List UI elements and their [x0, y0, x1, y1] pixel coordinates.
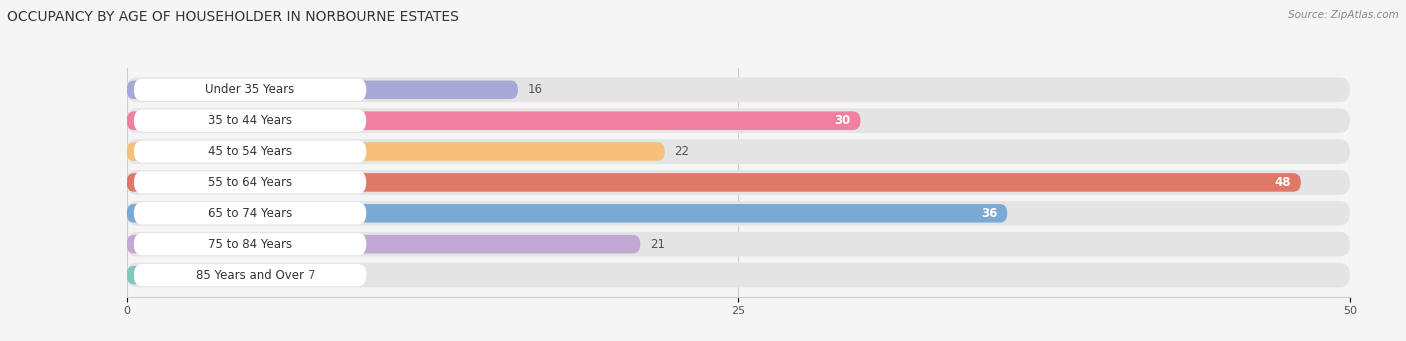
FancyBboxPatch shape: [127, 112, 860, 130]
Text: 65 to 74 Years: 65 to 74 Years: [208, 207, 292, 220]
Text: Source: ZipAtlas.com: Source: ZipAtlas.com: [1288, 10, 1399, 20]
FancyBboxPatch shape: [127, 170, 1350, 195]
FancyBboxPatch shape: [134, 202, 367, 224]
Text: Under 35 Years: Under 35 Years: [205, 83, 295, 96]
Text: 45 to 54 Years: 45 to 54 Years: [208, 145, 292, 158]
FancyBboxPatch shape: [134, 79, 367, 101]
FancyBboxPatch shape: [127, 173, 1301, 192]
Text: 48: 48: [1275, 176, 1291, 189]
FancyBboxPatch shape: [127, 142, 665, 161]
Text: 35 to 44 Years: 35 to 44 Years: [208, 114, 292, 127]
Text: 7: 7: [308, 269, 315, 282]
FancyBboxPatch shape: [127, 80, 517, 99]
FancyBboxPatch shape: [127, 201, 1350, 226]
FancyBboxPatch shape: [127, 266, 298, 284]
FancyBboxPatch shape: [127, 235, 640, 253]
FancyBboxPatch shape: [127, 232, 1350, 256]
FancyBboxPatch shape: [127, 204, 1007, 223]
FancyBboxPatch shape: [134, 109, 367, 132]
Text: 30: 30: [834, 114, 851, 127]
Text: 16: 16: [527, 83, 543, 96]
Text: 85 Years and Over: 85 Years and Over: [195, 269, 304, 282]
Text: 22: 22: [675, 145, 689, 158]
Text: 55 to 64 Years: 55 to 64 Years: [208, 176, 292, 189]
FancyBboxPatch shape: [127, 77, 1350, 102]
Text: 36: 36: [981, 207, 997, 220]
FancyBboxPatch shape: [134, 140, 367, 163]
FancyBboxPatch shape: [134, 171, 367, 194]
Text: 75 to 84 Years: 75 to 84 Years: [208, 238, 292, 251]
FancyBboxPatch shape: [134, 233, 367, 255]
FancyBboxPatch shape: [127, 108, 1350, 133]
Text: OCCUPANCY BY AGE OF HOUSEHOLDER IN NORBOURNE ESTATES: OCCUPANCY BY AGE OF HOUSEHOLDER IN NORBO…: [7, 10, 458, 24]
Text: 21: 21: [650, 238, 665, 251]
FancyBboxPatch shape: [127, 139, 1350, 164]
FancyBboxPatch shape: [134, 264, 367, 286]
FancyBboxPatch shape: [127, 263, 1350, 287]
